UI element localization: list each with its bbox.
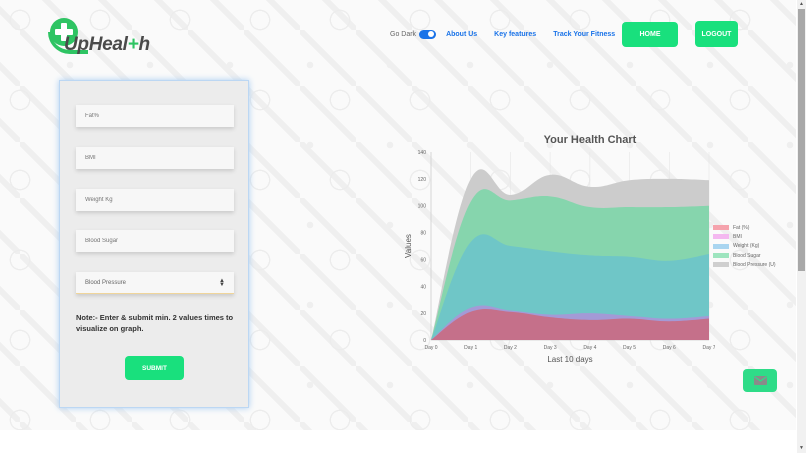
fat-input[interactable] xyxy=(76,105,234,127)
x-axis-title: Last 10 days xyxy=(547,355,592,364)
dark-mode-toggle-group: Go Dark xyxy=(390,29,437,39)
legend-swatch xyxy=(713,234,729,240)
legend-item[interactable]: BMI xyxy=(713,232,776,241)
legend-label: Blood Pressure (U) xyxy=(733,261,776,268)
legend-label: Blood Sugar xyxy=(733,252,761,259)
legend-item[interactable]: Weight (Kg) xyxy=(713,242,776,251)
blood-pressure-select[interactable]: Blood Pressure ▲ ▼ xyxy=(76,272,234,294)
dark-mode-label: Go Dark xyxy=(390,30,417,38)
submit-button[interactable]: SUBMIT xyxy=(125,356,184,380)
legend-swatch xyxy=(713,253,729,259)
x-tick-label: Day 4 xyxy=(583,345,596,351)
y-tick-label: 0 xyxy=(423,338,426,344)
y-tick-label: 80 xyxy=(420,231,426,237)
y-tick-label: 100 xyxy=(418,204,427,210)
chart-legend: Fat (%) BMI Weight (Kg) Blood Sugar Blood Pr… xyxy=(713,223,776,269)
legend-item[interactable]: Blood Pressure (U) xyxy=(713,260,776,269)
health-input-form: Blood Pressure ▲▼ Note:- Enter & submit … xyxy=(59,80,249,408)
legend-swatch xyxy=(713,243,729,249)
scroll-down-arrow-icon[interactable]: ▼ xyxy=(799,445,804,451)
legend-label: Fat (%) xyxy=(733,224,750,231)
logout-button[interactable]: LOGOUT xyxy=(695,21,738,47)
y-tick-label: 40 xyxy=(420,284,426,290)
y-tick-label: 120 xyxy=(418,177,427,183)
legend-label: BMI xyxy=(733,233,742,240)
bmi-input[interactable] xyxy=(76,147,234,169)
logo-text: UpHeal+h xyxy=(64,34,150,55)
select-value: Blood Pressure xyxy=(85,279,127,286)
home-button[interactable]: HOME xyxy=(622,22,678,47)
health-chart: 0 20 40 60 80 100 120 140 Day 0 Day 1 Day 2 Day 3 Da… xyxy=(404,150,715,364)
contact-mail-button[interactable] xyxy=(743,369,777,392)
x-tick-label: Day 1 xyxy=(464,345,477,351)
y-axis-title: Values xyxy=(404,234,413,258)
y-tick-label: 140 xyxy=(418,150,427,156)
x-tick-label: Day 0 xyxy=(424,345,437,351)
x-tick-label: Day 3 xyxy=(544,345,557,351)
scroll-up-arrow-icon[interactable]: ▲ xyxy=(799,1,804,7)
weight-input[interactable] xyxy=(76,189,234,211)
scroll-thumb[interactable] xyxy=(798,9,805,271)
x-tick-label: Day 5 xyxy=(623,345,636,351)
nav-about-us[interactable]: About Us xyxy=(446,30,478,38)
legend-label: Weight (Kg) xyxy=(733,243,760,250)
chart-title: Your Health Chart xyxy=(543,134,637,146)
x-tick-label: Day 7 xyxy=(702,345,715,351)
form-note: Note:- Enter & submit min. 2 values time… xyxy=(76,313,234,333)
logo[interactable]: UpHeal+h xyxy=(48,18,158,58)
envelope-icon xyxy=(753,376,767,385)
nav-key-features[interactable]: Key features xyxy=(494,30,537,38)
nav-track-fitness[interactable]: Track Your Fitness xyxy=(553,30,616,38)
blood-sugar-input[interactable] xyxy=(76,230,234,252)
legend-swatch xyxy=(713,262,729,268)
page-scrollbar[interactable]: ▲ ▼ xyxy=(797,0,806,453)
y-tick-label: 60 xyxy=(420,257,426,263)
area-fat- xyxy=(431,309,709,340)
legend-item[interactable]: Blood Sugar xyxy=(713,251,776,260)
x-tick-label: Day 2 xyxy=(504,345,517,351)
x-tick-label: Day 6 xyxy=(663,345,676,351)
medical-cross-icon xyxy=(50,18,78,46)
legend-swatch xyxy=(713,225,729,231)
top-nav: Go Dark About Us Key features Track Your… xyxy=(390,21,632,47)
page-bottom xyxy=(0,430,796,453)
dark-mode-toggle[interactable] xyxy=(419,29,437,39)
legend-item[interactable]: Fat (%) xyxy=(713,223,776,232)
y-tick-label: 20 xyxy=(420,311,426,317)
updown-arrows-icon: ▲ ▼ xyxy=(219,277,225,288)
